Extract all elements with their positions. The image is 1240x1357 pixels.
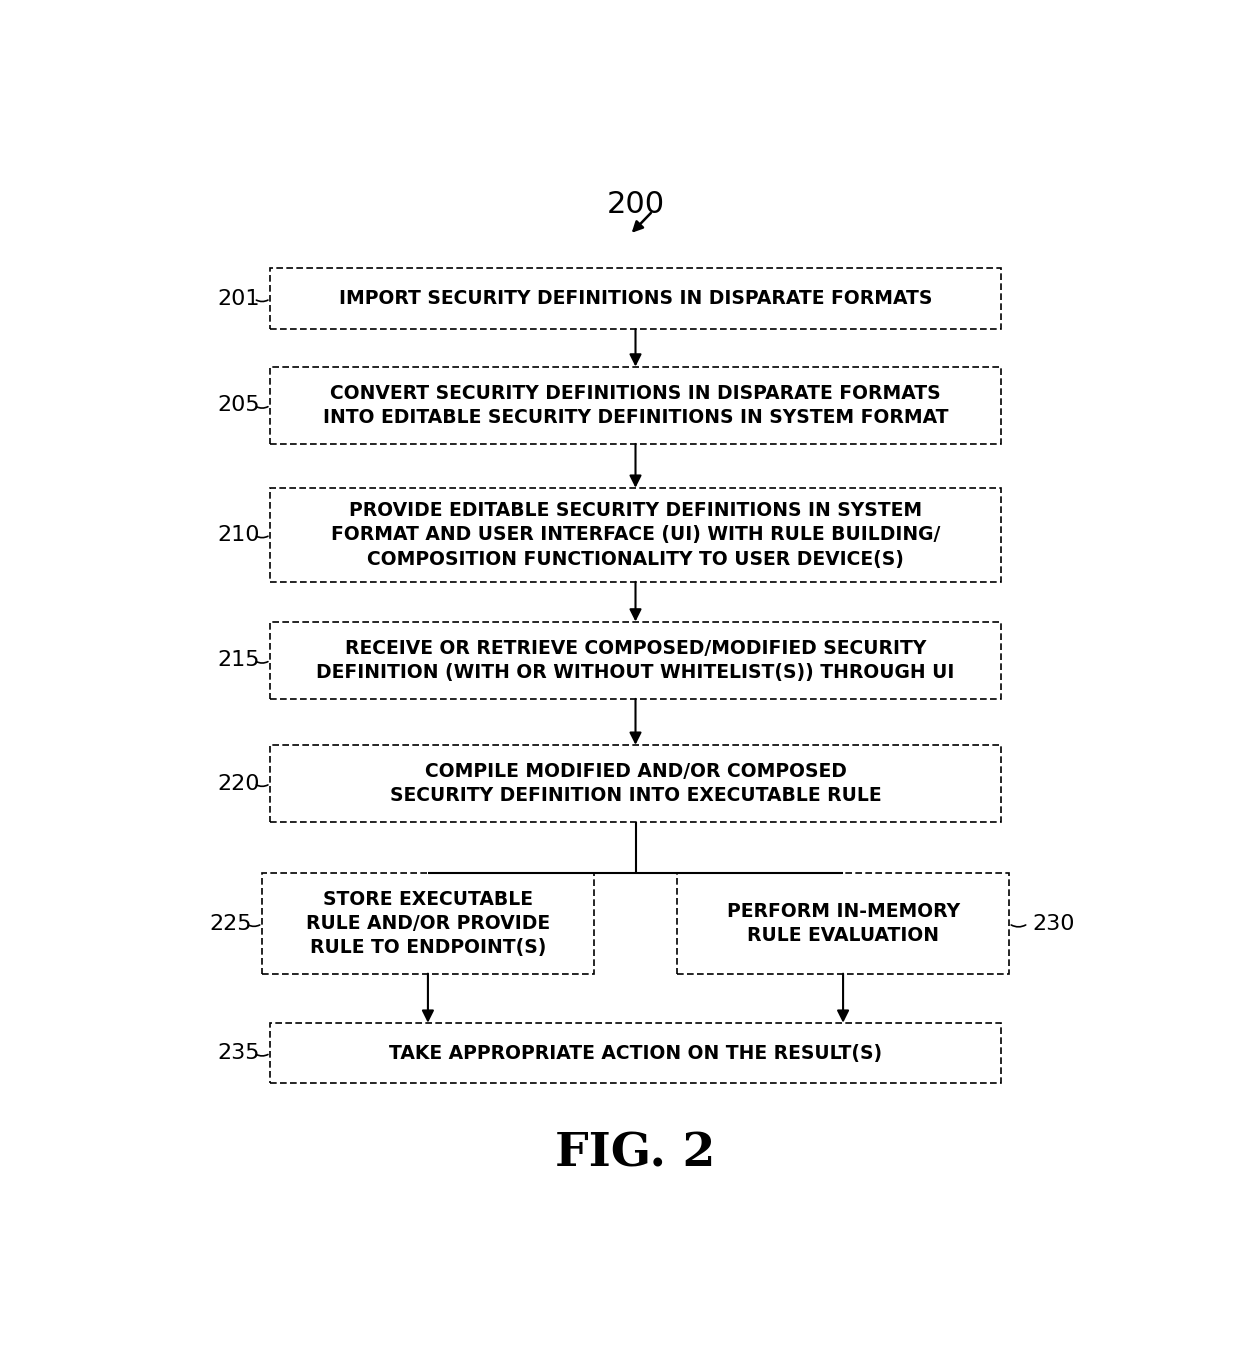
Text: PERFORM IN-MEMORY
RULE EVALUATION: PERFORM IN-MEMORY RULE EVALUATION xyxy=(727,902,960,944)
Text: CONVERT SECURITY DEFINITIONS IN DISPARATE FORMATS
INTO EDITABLE SECURITY DEFINIT: CONVERT SECURITY DEFINITIONS IN DISPARAT… xyxy=(322,384,949,427)
Text: STORE EXECUTABLE
RULE AND/OR PROVIDE
RULE TO ENDPOINT(S): STORE EXECUTABLE RULE AND/OR PROVIDE RUL… xyxy=(306,890,551,957)
Text: 201: 201 xyxy=(217,289,260,308)
Bar xyxy=(270,745,1001,822)
Bar xyxy=(270,366,1001,444)
Text: COMPILE MODIFIED AND/OR COMPOSED
SECURITY DEFINITION INTO EXECUTABLE RULE: COMPILE MODIFIED AND/OR COMPOSED SECURIT… xyxy=(389,761,882,805)
Text: 230: 230 xyxy=(1033,913,1075,934)
Text: TAKE APPROPRIATE ACTION ON THE RESULT(S): TAKE APPROPRIATE ACTION ON THE RESULT(S) xyxy=(389,1044,882,1063)
Bar xyxy=(270,1023,1001,1083)
Text: 205: 205 xyxy=(217,395,260,415)
Bar xyxy=(262,874,594,974)
Bar xyxy=(677,874,1009,974)
Text: FIG. 2: FIG. 2 xyxy=(556,1130,715,1177)
Text: 220: 220 xyxy=(217,773,260,794)
Text: PROVIDE EDITABLE SECURITY DEFINITIONS IN SYSTEM
FORMAT AND USER INTERFACE (UI) W: PROVIDE EDITABLE SECURITY DEFINITIONS IN… xyxy=(331,501,940,569)
Text: 215: 215 xyxy=(217,650,260,670)
Text: 235: 235 xyxy=(217,1044,260,1063)
Text: IMPORT SECURITY DEFINITIONS IN DISPARATE FORMATS: IMPORT SECURITY DEFINITIONS IN DISPARATE… xyxy=(339,289,932,308)
Text: 225: 225 xyxy=(210,913,252,934)
Bar xyxy=(270,487,1001,582)
Bar xyxy=(270,622,1001,699)
Text: 200: 200 xyxy=(606,190,665,218)
Text: 210: 210 xyxy=(217,525,260,544)
Text: RECEIVE OR RETRIEVE COMPOSED/MODIFIED SECURITY
DEFINITION (WITH OR WITHOUT WHITE: RECEIVE OR RETRIEVE COMPOSED/MODIFIED SE… xyxy=(316,639,955,681)
Bar xyxy=(270,269,1001,328)
